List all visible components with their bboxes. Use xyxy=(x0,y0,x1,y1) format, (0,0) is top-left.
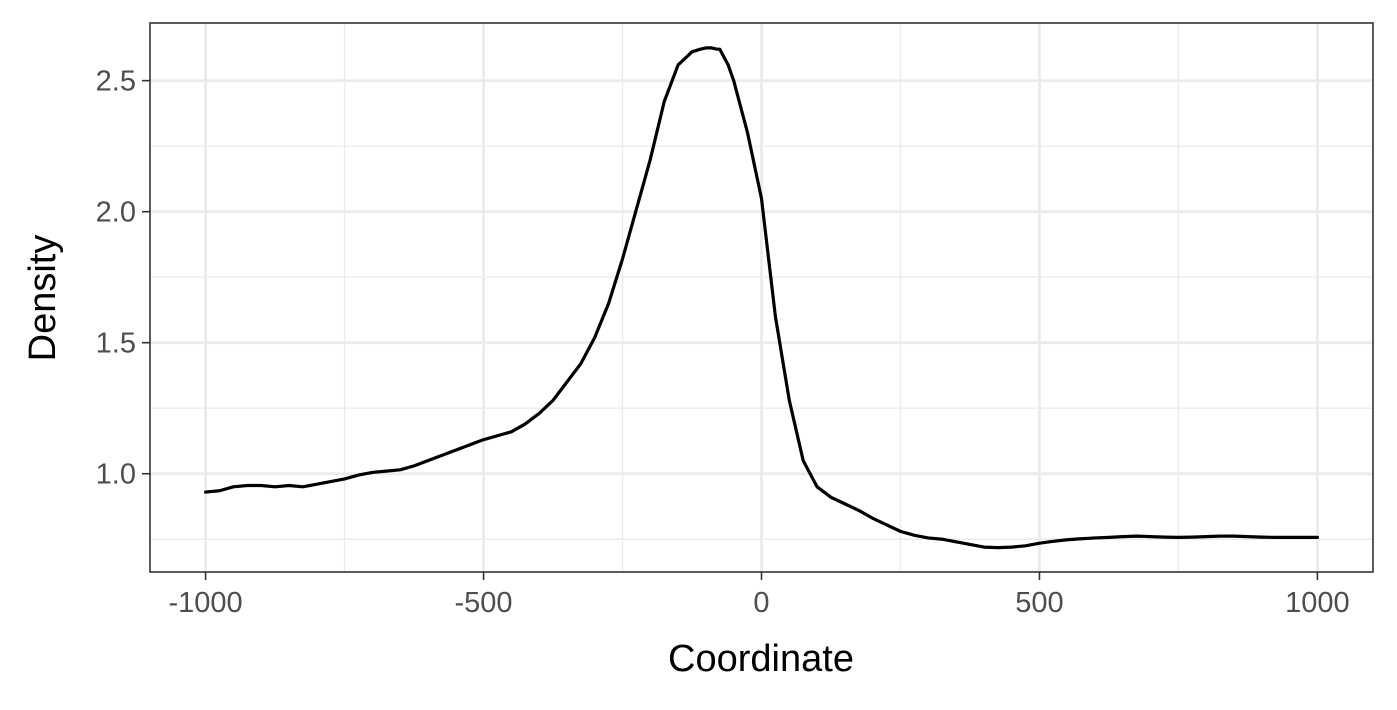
x-tick-labels: -1000 -500 0 500 1000 xyxy=(169,587,1350,619)
density-line xyxy=(203,46,1320,550)
series-layer xyxy=(203,46,1320,550)
y-tick-label: 1.0 xyxy=(96,459,136,491)
x-tick-label: 1000 xyxy=(1285,587,1350,619)
x-tick-label: -1000 xyxy=(169,587,243,619)
x-tick-label: 500 xyxy=(1015,587,1063,619)
axis-ticks xyxy=(142,79,1319,580)
y-axis-title: Density xyxy=(22,235,64,362)
major-gridlines xyxy=(150,23,1373,572)
y-tick-labels: 1.0 1.5 2.0 2.5 xyxy=(96,66,136,491)
y-tick-label: 2.0 xyxy=(96,197,136,229)
y-tick-label: 1.5 xyxy=(96,328,136,360)
y-tick-label: 2.5 xyxy=(96,66,136,98)
x-axis-title: Coordinate xyxy=(668,638,854,680)
x-tick-label: -500 xyxy=(455,587,513,619)
x-tick-label: 0 xyxy=(753,587,769,619)
